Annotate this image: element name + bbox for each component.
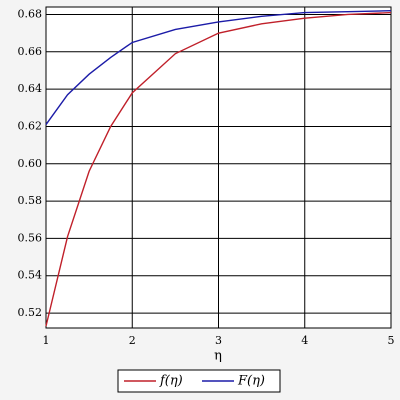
x-tick-label: 5 xyxy=(388,334,395,347)
x-tick-label: 4 xyxy=(301,334,308,347)
y-tick-label: 0.56 xyxy=(18,231,43,244)
legend-label: f(η) xyxy=(159,374,183,389)
line xyxy=(45,10,392,125)
y-tick-label: 0.58 xyxy=(18,194,43,207)
y-tick-label: 0.52 xyxy=(18,306,43,319)
x-tick-label: 1 xyxy=(43,334,50,347)
legend xyxy=(117,369,281,393)
line xyxy=(45,11,392,327)
y-tick-label: 0.68 xyxy=(18,7,43,20)
y-tick-label: 0.64 xyxy=(18,82,43,95)
x-axis-label: η xyxy=(214,349,222,364)
legend-label: F(η) xyxy=(237,374,265,389)
y-tick-label: 0.60 xyxy=(18,157,43,170)
y-tick-label: 0.54 xyxy=(18,269,43,282)
y-tick-label: 0.62 xyxy=(18,119,43,132)
y-tick-label: 0.66 xyxy=(18,45,43,58)
x-tick-label: 2 xyxy=(129,334,136,347)
x-tick-label: 3 xyxy=(215,334,222,347)
